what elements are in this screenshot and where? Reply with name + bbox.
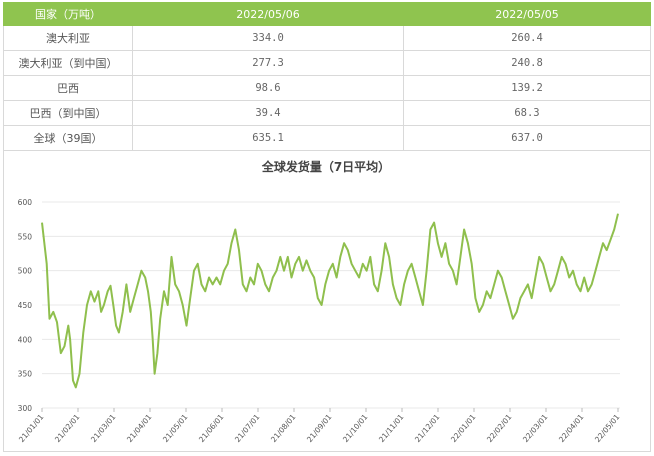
x-tick-label: 21/12/01: [413, 412, 442, 444]
x-tick-label: 21/01/01: [17, 412, 46, 444]
x-tick-label: 22/02/01: [485, 412, 514, 444]
header-country: 国家（万吨）: [3, 2, 133, 26]
row-value-2: 260.4: [403, 25, 651, 51]
chart-frame: [3, 150, 651, 452]
x-tick-label: 22/03/01: [521, 412, 550, 444]
x-tick-label: 22/05/01: [593, 412, 622, 444]
row-value-1: 277.3: [132, 50, 404, 76]
x-tick-label: 21/08/01: [269, 412, 298, 444]
x-tick-label: 21/06/01: [197, 412, 226, 444]
y-axis: 300 350 400 450 500 550 600: [18, 198, 33, 413]
shipment-table: 国家（万吨） 2022/05/06 2022/05/05 澳大利亚 334.0 …: [3, 2, 651, 151]
row-value-1: 334.0: [132, 25, 404, 51]
table-row: 巴西 98.6 139.2: [3, 75, 651, 101]
y-tick-label: 300: [18, 404, 33, 413]
x-tick-label: 21/09/01: [305, 412, 334, 444]
table-row: 澳大利亚 334.0 260.4: [3, 25, 651, 51]
chart-grid: [42, 201, 620, 409]
row-country: 巴西: [3, 75, 133, 101]
header-date-1: 2022/05/06: [132, 2, 404, 26]
x-axis: 21/01/01 21/02/01 21/03/01 21/04/01 21/05/01…: [17, 408, 622, 444]
row-value-2: 68.3: [403, 100, 651, 126]
chart-title: 全球发货量（7日平均）: [261, 159, 390, 174]
row-value-2: 637.0: [403, 125, 651, 151]
shipment-line-chart: 全球发货量（7日平均） 300 350 400 450 500 550 600 21/01/…: [17, 159, 622, 444]
table-row: 澳大利亚（到中国） 277.3 240.8: [3, 50, 651, 76]
y-tick-label: 450: [18, 301, 33, 310]
x-tick-label: 21/05/01: [161, 412, 190, 444]
row-value-2: 240.8: [403, 50, 651, 76]
y-tick-label: 550: [18, 232, 33, 241]
row-country: 全球（39国）: [3, 125, 133, 151]
row-value-1: 98.6: [132, 75, 404, 101]
row-country: 巴西（到中国）: [3, 100, 133, 126]
x-tick-label: 21/10/01: [341, 412, 370, 444]
y-tick-label: 350: [18, 370, 33, 379]
row-country: 澳大利亚（到中国）: [3, 50, 133, 76]
row-value-1: 635.1: [132, 125, 404, 151]
row-value-2: 139.2: [403, 75, 651, 101]
series-line: [41, 213, 619, 389]
x-tick-label: 22/04/01: [557, 412, 586, 444]
x-tick-label: 21/11/01: [377, 412, 406, 444]
x-tick-label: 21/04/01: [125, 412, 154, 444]
row-country: 澳大利亚: [3, 25, 133, 51]
table-header-row: 国家（万吨） 2022/05/06 2022/05/05: [3, 2, 651, 26]
x-tick-label: 21/02/01: [53, 412, 82, 444]
y-tick-label: 400: [18, 335, 33, 344]
header-date-2: 2022/05/05: [403, 2, 651, 26]
table-row: 全球（39国） 635.1 637.0: [3, 125, 651, 151]
row-value-1: 39.4: [132, 100, 404, 126]
x-tick-label: 21/03/01: [89, 412, 118, 444]
y-tick-label: 500: [18, 267, 33, 276]
x-tick-label: 21/07/01: [233, 412, 262, 444]
x-tick-label: 22/01/01: [449, 412, 478, 444]
y-tick-label: 600: [18, 198, 33, 207]
table-row: 巴西（到中国） 39.4 68.3: [3, 100, 651, 126]
